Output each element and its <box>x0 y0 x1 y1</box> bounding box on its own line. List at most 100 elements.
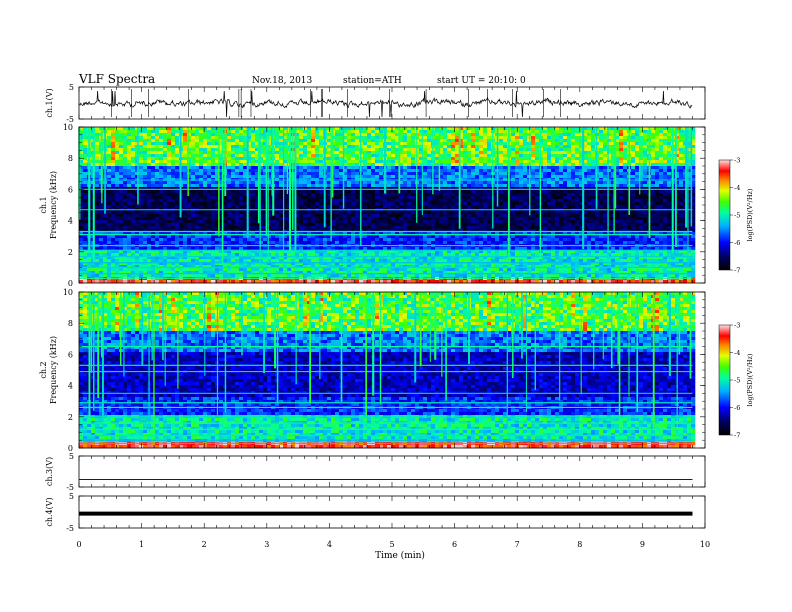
spectrogram-cell <box>79 184 84 188</box>
spectrogram-cell <box>335 271 340 275</box>
spectrogram-cell <box>283 205 288 209</box>
spectrogram-cell <box>135 271 140 275</box>
spectrogram-cell <box>371 181 376 185</box>
spectrogram-cell <box>355 139 360 143</box>
spectrogram-cell <box>351 238 356 242</box>
spectrogram-cell <box>239 160 244 164</box>
spectrogram-cell <box>83 151 88 155</box>
spectrogram-cell <box>131 280 136 284</box>
spectrogram-cell <box>279 175 284 179</box>
spectrogram-cell <box>307 274 312 278</box>
spectrogram-cell <box>395 175 400 179</box>
spectrogram-cell <box>447 145 452 149</box>
spectrogram-cell <box>279 136 284 140</box>
spectrogram-cell <box>215 175 220 179</box>
spectrogram-cell <box>247 130 252 134</box>
spectrogram-cell <box>175 238 180 242</box>
spectrogram-cell <box>439 268 444 272</box>
spectrogram-cell <box>375 250 380 254</box>
spectrogram-cell <box>391 193 396 197</box>
spectrogram-cell <box>275 151 280 155</box>
spectrogram-cell <box>375 193 380 197</box>
spectrogram-cell <box>267 190 272 194</box>
spectrogram-cell <box>239 220 244 224</box>
spectrogram-cell <box>203 154 208 158</box>
spectrogram-cell <box>127 190 132 194</box>
spectrogram-cell <box>199 172 204 176</box>
spectrogram-cell <box>199 205 204 209</box>
spectrogram-cell <box>379 259 384 263</box>
spectrogram-cell <box>115 280 120 284</box>
spectrogram-cell <box>183 154 188 158</box>
spectrogram-cell <box>263 199 268 203</box>
spectrogram-cell <box>331 199 336 203</box>
spectrogram-cell <box>263 184 268 188</box>
spectrogram-cell <box>219 172 224 176</box>
spectrogram-cell <box>167 136 172 140</box>
spectrogram-cell <box>427 262 432 266</box>
spectrogram-cell <box>259 220 264 224</box>
spectrogram-cell <box>411 262 416 266</box>
spectrogram-cell <box>335 157 340 161</box>
spectrogram-cell <box>439 211 444 215</box>
spectrogram-cell <box>427 253 432 257</box>
spectrogram-cell <box>259 268 264 272</box>
spectrogram-cell <box>327 133 332 137</box>
spectrogram-cell <box>447 280 452 284</box>
spectrogram-cell <box>439 154 444 158</box>
spectrogram-cell <box>83 280 88 284</box>
spectrogram-cell <box>347 145 352 149</box>
spectrogram-cell <box>175 199 180 203</box>
spectrogram-cell <box>231 145 236 149</box>
spectrogram-cell <box>115 166 120 170</box>
spectrogram-cell <box>203 232 208 236</box>
spectrogram-cell <box>303 151 308 155</box>
spectrogram-cell <box>407 259 412 263</box>
spectrogram-cell <box>255 226 260 230</box>
spectrogram-cell <box>415 268 420 272</box>
spectrogram-cell <box>167 235 172 239</box>
spectrogram-cell <box>423 169 428 173</box>
spectrogram-cell <box>123 265 128 269</box>
spectrogram-cell <box>199 220 204 224</box>
spectrogram-cell <box>235 181 240 185</box>
spectrogram-cell <box>171 205 176 209</box>
spectrogram-cell <box>251 211 256 215</box>
spectrogram-cell <box>79 253 84 257</box>
spectrogram-cell <box>279 190 284 194</box>
spectrogram-cell <box>295 160 300 164</box>
spectrogram-cell <box>215 232 220 236</box>
spectrogram-cell <box>163 220 168 224</box>
spectrogram-cell <box>299 274 304 278</box>
spectrogram-cell <box>327 238 332 242</box>
spectrogram-cell <box>215 202 220 206</box>
spectrogram-cell <box>127 220 132 224</box>
spectrogram-cell <box>335 214 340 218</box>
spectrogram-cell <box>99 265 104 269</box>
spectrogram-cell <box>271 259 276 263</box>
spectrogram-cell <box>171 166 176 170</box>
spectrogram-cell <box>103 220 108 224</box>
spectrogram-cell <box>211 262 216 266</box>
spectrogram-cell <box>143 139 148 143</box>
spectrogram-cell <box>135 250 140 254</box>
spectrogram-cell <box>79 157 84 161</box>
spectrogram-cell <box>219 259 224 263</box>
spectrogram-cell <box>339 151 344 155</box>
spectrogram-cell <box>347 157 352 161</box>
spectrogram-cell <box>151 262 156 266</box>
spectrogram-cell <box>167 223 172 227</box>
spectrogram-cell <box>427 211 432 215</box>
spectrogram-cell <box>399 253 404 257</box>
spectrogram-cell <box>415 226 420 230</box>
spectrogram-cell <box>299 145 304 149</box>
spectrogram-cell <box>163 151 168 155</box>
spectrogram-cell <box>391 196 396 200</box>
spectrogram-cell <box>139 247 144 251</box>
spectrogram-cell <box>119 184 124 188</box>
spectrogram-cell <box>339 136 344 140</box>
spectrogram-cell <box>411 163 416 167</box>
spectrogram-cell <box>155 193 160 197</box>
spectrogram-cell <box>387 172 392 176</box>
spectrogram-cell <box>123 217 128 221</box>
